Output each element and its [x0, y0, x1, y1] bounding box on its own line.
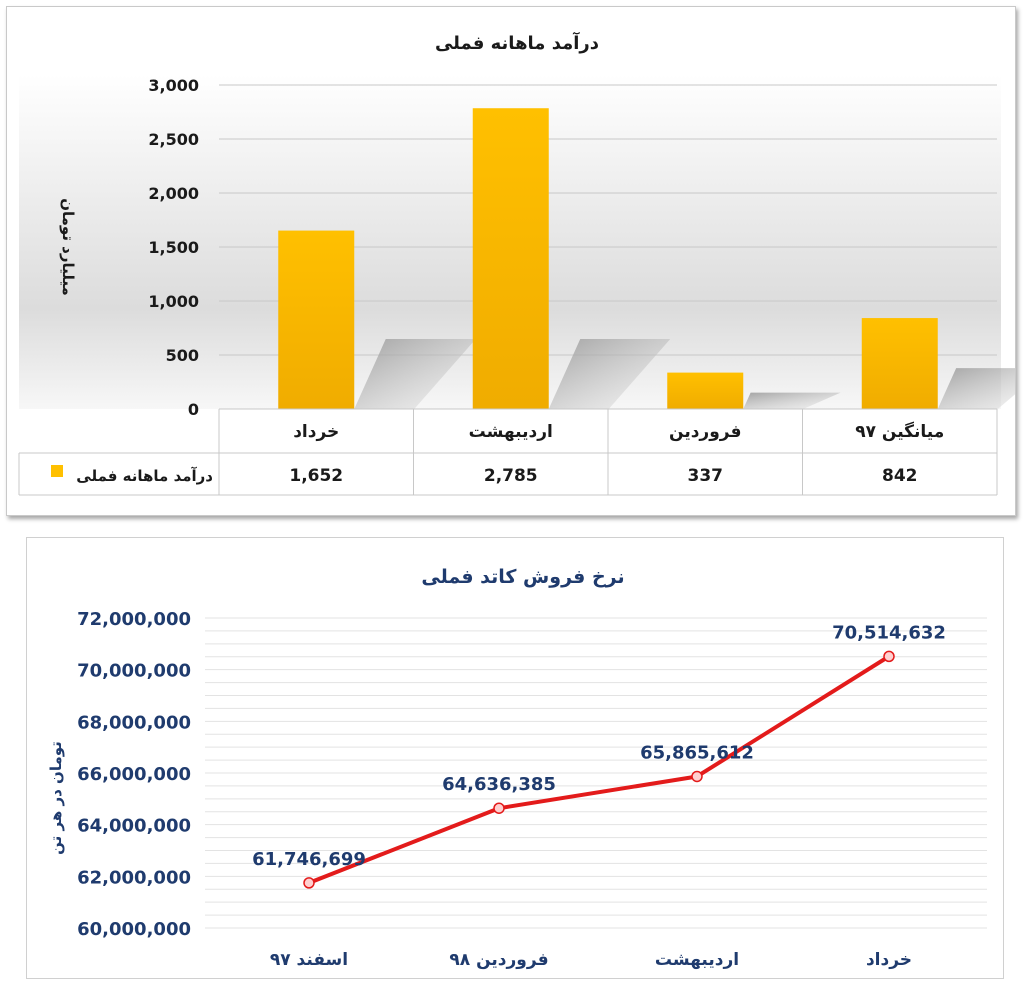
x-category-label: خرداد	[293, 422, 339, 442]
y-axis-label: تومان در هر تن	[47, 741, 65, 855]
y-tick-label: 1,000	[148, 292, 199, 311]
data-point	[883, 650, 895, 663]
chart-title: نرخ فروش کاتد فملی	[421, 566, 624, 588]
cathode-price-line-chart: نرخ فروش کاتد فملی تومان در هر تن 60,000…	[47, 566, 987, 970]
data-point	[303, 877, 315, 889]
y-tick-label: 60,000,000	[77, 919, 191, 940]
data-label: 70,514,632	[832, 622, 946, 643]
y-tick-label: 1,500	[148, 238, 199, 257]
data-table-value: 1,652	[289, 466, 343, 486]
data-table-value: 2,785	[484, 466, 538, 486]
data-table-value: 842	[882, 466, 918, 486]
bar	[278, 230, 355, 409]
bar	[472, 108, 549, 409]
bar	[861, 318, 938, 409]
y-tick-label: 62,000,000	[77, 867, 191, 888]
data-label: 64,636,385	[442, 774, 556, 795]
y-tick-label: 72,000,000	[77, 609, 191, 630]
y-tick-label: 70,000,000	[77, 661, 191, 682]
y-tick-label: 500	[166, 346, 199, 365]
legend-swatch	[51, 465, 63, 477]
data-label: 65,865,612	[640, 742, 754, 763]
series-line	[308, 654, 891, 885]
data-table-value: 337	[688, 466, 724, 486]
x-category-label: اردیبهشت	[469, 422, 553, 442]
y-tick-label: 64,000,000	[77, 816, 191, 837]
bar-shadow	[743, 392, 841, 409]
data-label: 61,746,699	[252, 849, 366, 870]
bar-shadow	[354, 339, 476, 409]
y-tick-label: 2,000	[148, 184, 199, 203]
data-point	[691, 770, 703, 783]
legend-label: درآمد ماهانه فملی	[76, 467, 213, 485]
data-point	[493, 802, 505, 814]
chart-title: درآمد ماهانه فملی	[435, 31, 599, 54]
cathode-price-chart-panel: نرخ فروش کاتد فملی تومان در هر تن 60,000…	[26, 537, 1004, 979]
bar-shadow	[548, 339, 671, 409]
bar-shadow	[937, 368, 1024, 409]
x-category-label: فروردین	[669, 422, 741, 442]
x-category-label: خرداد	[866, 950, 912, 970]
y-tick-label: 0	[188, 400, 199, 419]
revenue-chart-panel: درآمد ماهانه فملی میلیارد تومان 0 500 1,00…	[6, 6, 1024, 516]
x-category-label: میانگین ۹۷	[855, 421, 944, 442]
x-category-label: اسفند ۹۷	[270, 950, 348, 970]
y-tick-label: 2,500	[148, 130, 199, 149]
y-tick-label: 3,000	[148, 76, 199, 95]
y-tick-label: 68,000,000	[77, 712, 191, 733]
x-category-label: اردیبهشت	[655, 950, 739, 970]
y-axis-label: میلیارد تومان	[59, 198, 77, 296]
revenue-bar-chart: درآمد ماهانه فملی میلیارد تومان 0 500 1,00…	[18, 31, 1024, 496]
bar	[667, 372, 744, 409]
x-category-label: فروردین ۹۸	[449, 950, 548, 970]
y-tick-label: 66,000,000	[77, 764, 191, 785]
